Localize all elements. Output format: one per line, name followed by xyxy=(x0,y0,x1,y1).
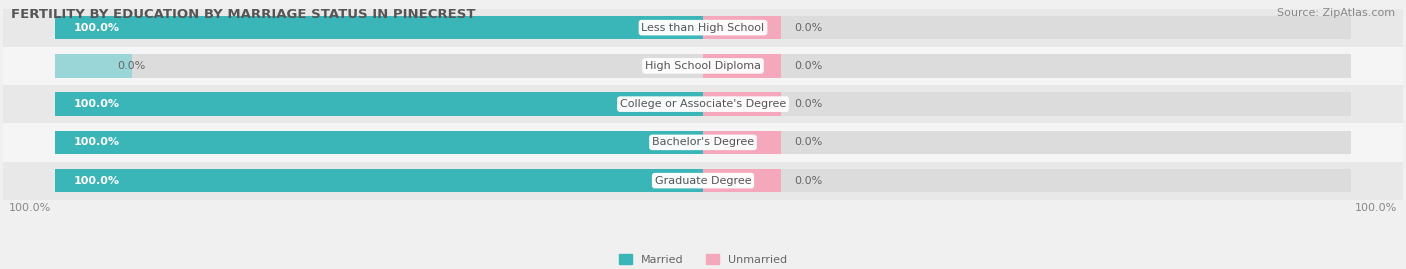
Bar xyxy=(55,54,1351,78)
Text: 100.0%: 100.0% xyxy=(10,203,52,213)
Bar xyxy=(55,130,1351,154)
Legend: Married, Unmarried: Married, Unmarried xyxy=(619,254,787,265)
Text: Less than High School: Less than High School xyxy=(641,23,765,33)
Text: 0.0%: 0.0% xyxy=(794,137,823,147)
Bar xyxy=(55,54,132,78)
Text: 100.0%: 100.0% xyxy=(75,137,120,147)
Bar xyxy=(703,54,780,78)
Bar xyxy=(3,123,1403,161)
Text: Bachelor's Degree: Bachelor's Degree xyxy=(652,137,754,147)
Bar xyxy=(703,92,780,116)
Text: College or Associate's Degree: College or Associate's Degree xyxy=(620,99,786,109)
Bar xyxy=(55,92,703,116)
Text: Source: ZipAtlas.com: Source: ZipAtlas.com xyxy=(1277,8,1395,18)
Bar xyxy=(703,169,780,193)
Bar xyxy=(55,130,703,154)
Text: 100.0%: 100.0% xyxy=(1354,203,1396,213)
Text: 0.0%: 0.0% xyxy=(117,61,145,71)
Text: FERTILITY BY EDUCATION BY MARRIAGE STATUS IN PINECREST: FERTILITY BY EDUCATION BY MARRIAGE STATU… xyxy=(11,8,475,21)
Text: 0.0%: 0.0% xyxy=(794,99,823,109)
Text: 0.0%: 0.0% xyxy=(794,23,823,33)
Text: 100.0%: 100.0% xyxy=(75,99,120,109)
Bar xyxy=(55,16,1351,40)
Bar xyxy=(55,16,703,40)
Text: Graduate Degree: Graduate Degree xyxy=(655,176,751,186)
Text: 100.0%: 100.0% xyxy=(75,23,120,33)
Text: High School Diploma: High School Diploma xyxy=(645,61,761,71)
Text: 0.0%: 0.0% xyxy=(794,61,823,71)
Text: 100.0%: 100.0% xyxy=(75,176,120,186)
Bar xyxy=(55,92,1351,116)
Bar xyxy=(703,130,780,154)
Bar xyxy=(3,47,1403,85)
Bar xyxy=(55,169,1351,193)
Bar xyxy=(55,169,703,193)
Bar xyxy=(703,16,780,40)
Bar xyxy=(3,85,1403,123)
Text: 0.0%: 0.0% xyxy=(794,176,823,186)
Bar xyxy=(3,9,1403,47)
Bar xyxy=(3,161,1403,200)
